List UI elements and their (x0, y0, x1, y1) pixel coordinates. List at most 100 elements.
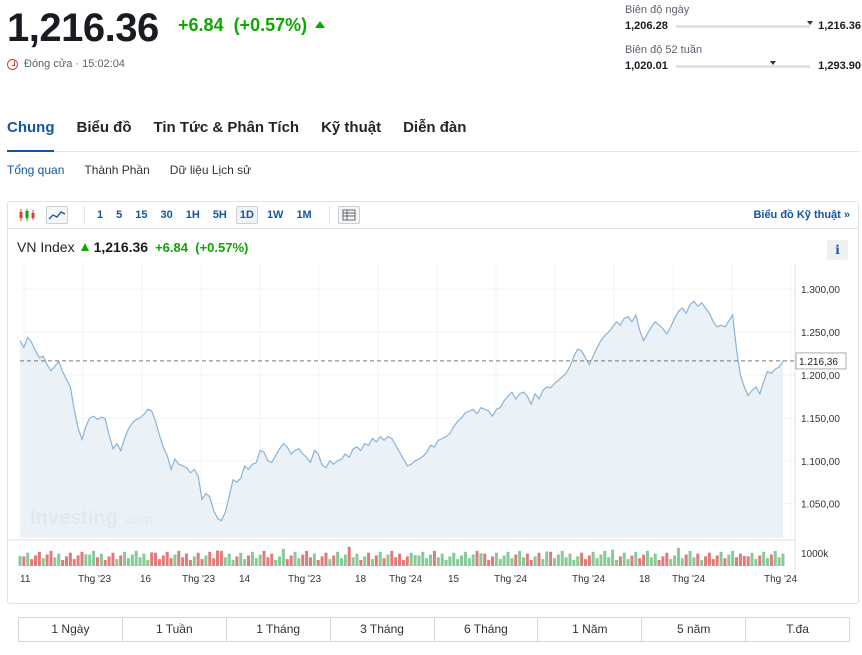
chart-change: +6.84 (+0.57%) (155, 240, 248, 255)
volume-bar-up (599, 554, 603, 566)
volume-bar-up (673, 555, 677, 566)
quote-header: 1,216.36 (7, 6, 159, 51)
volume-bar-up (355, 553, 359, 566)
toolbar-divider (84, 206, 85, 224)
volume-bar-down (367, 552, 371, 566)
subtab-tong-quan[interactable]: Tổng quan (7, 163, 65, 177)
tab-chung[interactable]: Chung (7, 119, 55, 152)
volume-bar-down (587, 555, 591, 566)
interval-30[interactable]: 30 (160, 209, 173, 221)
volume-bar-up (243, 559, 247, 566)
volume-bar-up (328, 559, 332, 566)
volume-bar-up (339, 558, 343, 566)
info-icon[interactable]: i (827, 240, 848, 260)
x-tick-label: Thg '24 (572, 574, 605, 585)
period-6-months[interactable]: 6 Tháng (435, 618, 539, 641)
volume-bar-up (448, 556, 452, 566)
volume-bar-down (723, 558, 727, 566)
volume-bar-down (49, 550, 53, 566)
x-tick-label: 11 (20, 574, 31, 585)
volume-bar-down (76, 555, 80, 566)
volume-bar-up (460, 555, 464, 566)
interval-1h[interactable]: 1H (185, 209, 200, 221)
period-1-month[interactable]: 1 Tháng (227, 618, 331, 641)
volume-bar-down (398, 553, 402, 566)
interval-5[interactable]: 5 (116, 209, 123, 221)
volume-bar-up (611, 549, 615, 566)
volume-bar-up (692, 557, 696, 566)
price-line (19, 300, 784, 522)
x-tick-label: 16 (140, 574, 152, 585)
volume-bar-down (216, 550, 220, 566)
period-1-week[interactable]: 1 Tuần (123, 618, 227, 641)
interval-5h[interactable]: 5H (212, 209, 227, 221)
volume-bar-down (359, 560, 363, 566)
interval-1[interactable]: 1 (97, 209, 104, 221)
technical-chart-link[interactable]: Biểu đồ Kỹ thuật » (753, 209, 850, 221)
volume-bar-down (177, 550, 181, 566)
volume-bar-up (204, 555, 208, 566)
clock-icon (7, 58, 18, 70)
tab-ky-thuat[interactable]: Kỹ thuật (321, 119, 382, 136)
volume-bar-down (111, 552, 115, 566)
area-fill (20, 301, 783, 538)
tab-tin-tuc[interactable]: Tin Tức & Phân Tích (153, 119, 300, 136)
volume-bar-down (401, 560, 405, 566)
tab-bieu-do[interactable]: Biểu đồ (76, 119, 132, 136)
volume-bar-up (254, 558, 258, 566)
chart-title: VN Index 1,216.36 +6.84 (+0.57%) (17, 239, 248, 255)
chart-change-percent: (+0.57%) (195, 239, 249, 255)
main-tabs: Chung Biểu đồ Tin Tức & Phân Tích Kỹ thu… (7, 119, 859, 152)
volume-bar-up (417, 555, 421, 566)
week52-low: 1,020.01 (625, 60, 668, 72)
volume-bar-up (440, 553, 444, 566)
volume-bar-down (665, 552, 669, 566)
interval-1d[interactable]: 1D (235, 206, 258, 224)
price-chart: 1.300,00 1.250,00 1.200,00 1.150,00 1.100,00… (8, 264, 847, 585)
volume-bar-down (769, 554, 773, 566)
volume-bar-down (196, 552, 200, 566)
x-tick-label: Thg '23 (78, 574, 111, 585)
volume-bar-down (657, 560, 661, 566)
period-1-day[interactable]: 1 Ngày (19, 618, 123, 641)
day-range: 1,206.28 1,216.36 (625, 20, 861, 32)
volume-bar-down (188, 560, 192, 566)
volume-bar-down (642, 554, 646, 566)
subtab-du-lieu-lich-su[interactable]: Dữ liệu Lịch sử (169, 163, 252, 177)
period-max[interactable]: T.đa (786, 622, 809, 636)
tab-dien-dan[interactable]: Diễn đàn (403, 119, 467, 136)
volume-bar-up (84, 554, 88, 566)
volume-bar-up (626, 559, 630, 566)
volume-bar-up (479, 553, 483, 566)
up-arrow-icon (315, 21, 326, 28)
candlestick-icon[interactable] (16, 206, 38, 224)
volume-bar-up (293, 551, 297, 566)
table-icon[interactable] (337, 206, 360, 224)
interval-1m[interactable]: 1M (296, 209, 312, 221)
x-tick-label: 15 (448, 574, 460, 585)
interval-15[interactable]: 15 (135, 209, 148, 221)
volume-bar-down (711, 559, 715, 566)
period-3-months[interactable]: 3 Tháng (331, 618, 435, 641)
volume-bar-up (444, 560, 448, 566)
volume-bar-down (61, 560, 65, 566)
volume-bar-up (57, 553, 61, 566)
subtab-thanh-phan[interactable]: Thành Phần (84, 163, 150, 177)
volume-bar-up (336, 551, 340, 566)
volume-bar-up (297, 558, 301, 566)
interval-1w[interactable]: 1W (266, 209, 284, 221)
volume-bar-up (754, 559, 758, 566)
volume-bar-up (146, 560, 150, 566)
x-tick-label: 18 (639, 574, 651, 585)
volume-bar-up (518, 550, 522, 566)
period-selector: 1 Ngày 1 Tuần 1 Tháng 3 Tháng 6 Tháng 1 … (18, 617, 850, 642)
volume-bar-down (247, 555, 251, 566)
volume-bar-down (707, 552, 711, 566)
period-5-years[interactable]: 5 năm (642, 618, 747, 641)
area-chart-icon[interactable] (46, 206, 68, 224)
x-tick-label: Thg '24 (389, 574, 422, 585)
volume-label: 1000k (801, 549, 829, 560)
volume-bar-down (107, 556, 111, 566)
period-1-year[interactable]: 1 Năm (538, 618, 643, 641)
volume-bar-up (669, 559, 673, 566)
